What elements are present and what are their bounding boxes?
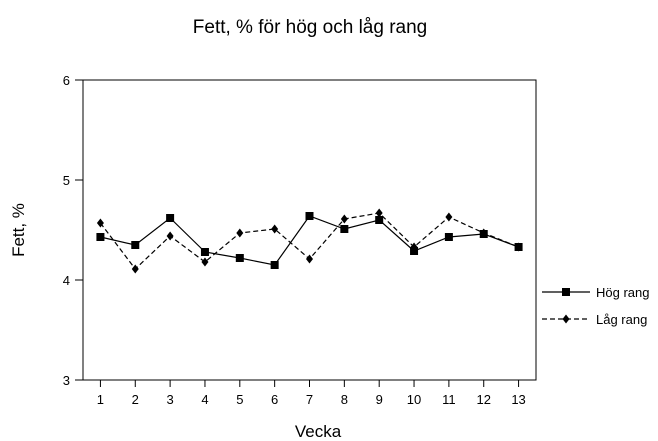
x-tick-label: 8 [341, 392, 348, 407]
data-point [131, 264, 139, 274]
x-tick-label: 6 [271, 392, 278, 407]
x-tick-label: 2 [132, 392, 139, 407]
y-tick-label: 3 [63, 373, 70, 388]
data-point [166, 231, 174, 241]
legend-label: Låg rang [596, 312, 647, 327]
data-point [236, 228, 244, 238]
series-layer [96, 208, 523, 274]
data-point [305, 212, 314, 220]
legend-marker [562, 288, 570, 296]
data-point [515, 242, 523, 252]
data-point [340, 225, 349, 233]
y-tick-label: 5 [63, 173, 70, 188]
chart-title: Fett, % för hög och låg rang [193, 17, 427, 38]
x-tick-label: 7 [306, 392, 313, 407]
data-point [96, 233, 105, 241]
data-point [306, 254, 313, 264]
y-tick-label: 6 [63, 73, 70, 88]
x-axis-label: Vecka [295, 422, 342, 441]
x-tick-label: 5 [236, 392, 243, 407]
data-point [131, 241, 140, 249]
x-tick-label: 11 [442, 392, 456, 407]
x-tick-label: 12 [476, 392, 490, 407]
data-point [96, 218, 104, 228]
x-tick-label: 4 [201, 392, 208, 407]
x-tick-label: 13 [511, 392, 525, 407]
data-point [375, 208, 383, 218]
plot-frame [82, 79, 537, 381]
legend-label: Hög rang [596, 285, 649, 300]
y-axis-label: Fett, % [9, 203, 28, 257]
x-tick-label: 9 [376, 392, 383, 407]
data-point [166, 214, 175, 222]
x-tick-label: 3 [166, 392, 173, 407]
data-point [375, 216, 384, 224]
x-tick-label: 10 [407, 392, 421, 407]
legend: Hög rang Låg rang [542, 285, 649, 327]
data-point [235, 254, 244, 262]
data-point [270, 261, 279, 269]
data-point [201, 257, 209, 267]
data-point [200, 248, 209, 256]
data-point [445, 212, 453, 222]
x-tick-label: 1 [97, 392, 104, 407]
data-point [271, 224, 279, 234]
data-point [410, 242, 418, 252]
x-axis: 1 2 3 4 5 6 7 8 9 10 11 12 13 [97, 380, 526, 407]
series-lag-rang [96, 208, 523, 274]
y-axis: 3 4 5 6 [63, 73, 83, 388]
data-point [480, 228, 488, 238]
legend-marker [562, 314, 570, 324]
data-point [444, 233, 453, 241]
y-tick-label: 4 [63, 273, 70, 288]
data-point [340, 214, 348, 224]
